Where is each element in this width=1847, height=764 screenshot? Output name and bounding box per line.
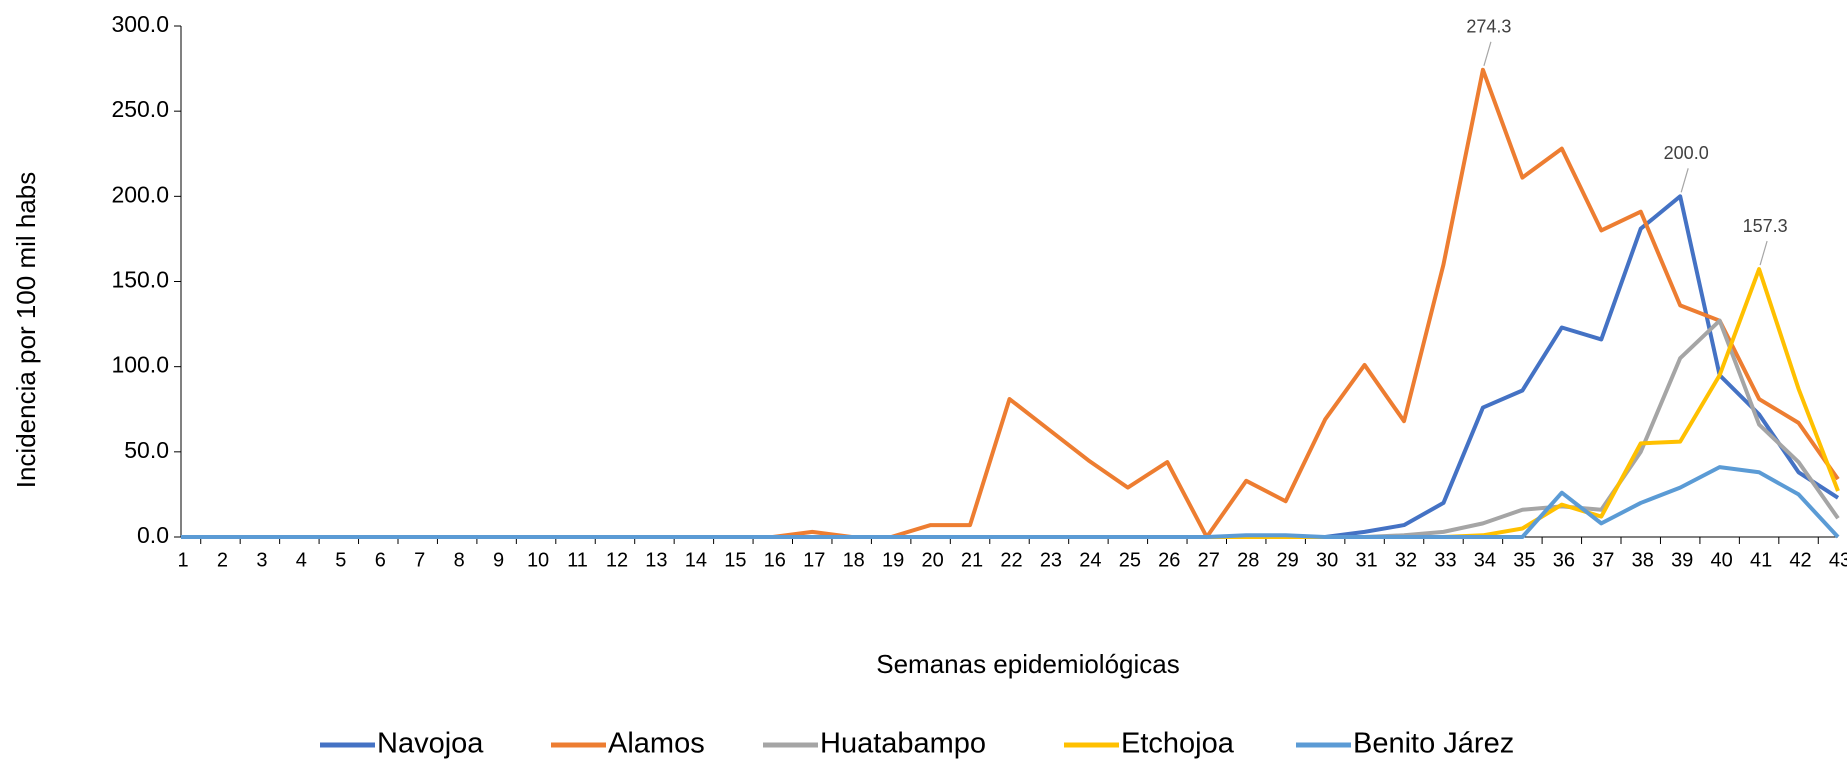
x-tick-label: 29 [1277, 549, 1299, 571]
legend-label: Navojoa [377, 728, 484, 759]
series-line [181, 67, 1840, 539]
y-tick-label: 200.0 [111, 181, 169, 207]
x-tick-label: 22 [1000, 549, 1022, 571]
x-tick-label: 19 [882, 549, 904, 571]
x-tick-label: 21 [961, 549, 983, 571]
y-tick-label: 300.0 [111, 11, 169, 37]
x-tick-label: 26 [1158, 549, 1180, 571]
y-tick-label: 50.0 [124, 437, 169, 463]
x-tick-label: 10 [527, 549, 549, 571]
leader-line [1759, 240, 1768, 266]
x-tick-label: 41 [1750, 549, 1772, 571]
x-tick-label: 35 [1513, 549, 1535, 571]
y-tick-label: 250.0 [111, 96, 169, 122]
x-tick-label: 30 [1316, 549, 1338, 571]
x-tick-label: 15 [724, 549, 746, 571]
x-tick-label: 7 [414, 549, 425, 571]
x-tick-label: 14 [685, 549, 707, 571]
x-tick-label: 16 [764, 549, 786, 571]
legend-label: Etchojoa [1121, 728, 1235, 759]
x-tick-label: 1 [177, 549, 188, 571]
leader-line [1680, 168, 1689, 193]
x-tick-label: 31 [1355, 549, 1377, 571]
x-tick-label: 24 [1079, 549, 1101, 571]
y-tick-label: 100.0 [111, 352, 169, 378]
x-tick-label: 6 [375, 549, 386, 571]
leader-line [1483, 41, 1492, 66]
x-tick-label: 11 [567, 549, 588, 571]
x-tick-label: 37 [1592, 549, 1614, 571]
x-tick-label: 13 [645, 549, 667, 571]
legend-label: Huatabampo [820, 728, 986, 759]
series-line [181, 465, 1840, 539]
series-line [181, 318, 1840, 539]
y-tick-label: 150.0 [111, 267, 169, 293]
x-tick-label: 39 [1671, 549, 1693, 571]
x-tick-label: 28 [1237, 549, 1259, 571]
x-tick-label: 36 [1553, 549, 1575, 571]
x-tick-label: 32 [1395, 549, 1417, 571]
x-tick-label: 4 [296, 549, 307, 571]
x-tick-label: 12 [606, 549, 628, 571]
y-tick-label: 0.0 [137, 522, 169, 548]
x-tick-label: 2 [217, 549, 228, 571]
x-tick-label: 5 [335, 549, 346, 571]
x-axis-title: Semanas epidemiológicas [876, 649, 1180, 679]
legend-label: Alamos [608, 728, 705, 759]
data-label: 274.3 [1466, 17, 1511, 37]
x-tick-label: 8 [454, 549, 465, 571]
x-tick-label: 25 [1119, 549, 1141, 571]
x-tick-label: 27 [1198, 549, 1220, 571]
x-tick-label: 38 [1632, 549, 1654, 571]
x-tick-label: 3 [256, 549, 267, 571]
y-axis-title: Incidencia por 100 mil habs [11, 172, 41, 489]
legend-label: Benito Járez [1353, 728, 1514, 759]
x-tick-label: 43 [1829, 549, 1847, 571]
x-tick-label: 18 [843, 549, 865, 571]
x-tick-label: 20 [921, 549, 943, 571]
x-tick-label: 42 [1789, 549, 1811, 571]
x-tick-label: 33 [1434, 549, 1456, 571]
data-label: 200.0 [1664, 143, 1709, 163]
x-tick-label: 23 [1040, 549, 1062, 571]
x-tick-label: 9 [493, 549, 504, 571]
x-tick-label: 40 [1711, 549, 1733, 571]
x-tick-label: 34 [1474, 549, 1496, 571]
series-line [181, 194, 1840, 539]
x-tick-label: 17 [803, 549, 825, 571]
data-label: 157.3 [1743, 216, 1788, 236]
